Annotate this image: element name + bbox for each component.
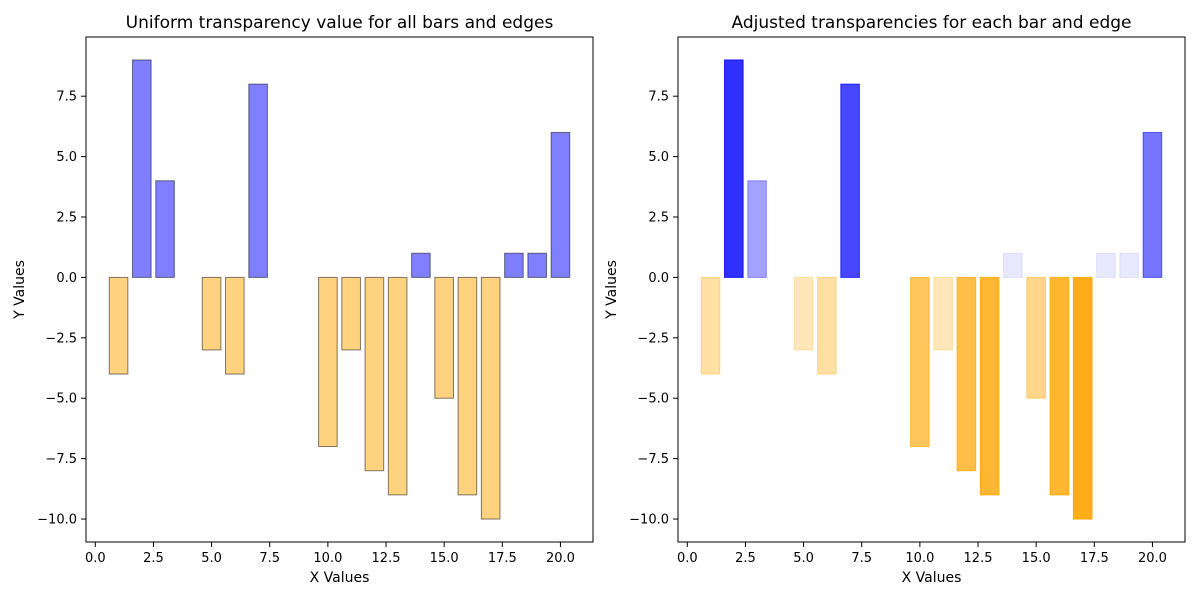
bar-10	[318, 276, 338, 448]
bar-1	[108, 276, 129, 375]
plot-frame	[85, 36, 594, 543]
y-tick-label: 2.5	[648, 211, 669, 226]
chart-title: Uniform transparency value for all bars …	[126, 13, 554, 33]
bar-1	[700, 276, 721, 375]
y-tick-label: −2.5	[637, 331, 669, 346]
bar-12	[956, 276, 977, 472]
y-tick-label: −10.0	[37, 513, 77, 528]
bar-20	[1142, 131, 1163, 278]
bar-13	[979, 276, 1000, 496]
y-tick-label: 7.5	[56, 90, 77, 105]
x-tick-label: 10.0	[313, 551, 342, 566]
y-tick-label: 5.0	[648, 150, 669, 165]
bar-14	[1003, 252, 1023, 278]
bar-7	[248, 83, 268, 278]
x-tick-label: 10.0	[905, 551, 934, 566]
y-tick-label: −5.0	[637, 392, 669, 407]
x-tick-label: 7.5	[851, 551, 872, 566]
bar-18	[1096, 252, 1116, 278]
y-tick-label: −7.5	[45, 452, 77, 467]
y-tick-label: 7.5	[648, 90, 669, 105]
x-axis-label: X Values	[310, 570, 370, 586]
x-tick-label: 2.5	[735, 551, 756, 566]
chart-panel-2: 0.0 2.5 5.0 7.5 10.0 12.5 15.0 17.5 20.0 −10.0 −7.…	[604, 13, 1186, 586]
chart-panel-1: 0.0 2.5 5.0 7.5 10.0 12.5 15.0 17.5 20.0 −10.0 −7.…	[12, 13, 594, 586]
x-tick-label: 0.0	[677, 551, 698, 566]
y-tick-label: 0.0	[648, 271, 669, 286]
y-tick-label: −2.5	[45, 331, 77, 346]
y-tick-label: −7.5	[637, 452, 669, 467]
bar-17	[1072, 276, 1093, 520]
bar-16	[1049, 276, 1070, 496]
bar-10	[910, 276, 930, 448]
y-tick-label: −5.0	[45, 392, 77, 407]
bar-19	[527, 252, 547, 278]
bar-12	[364, 276, 385, 472]
bar-13	[387, 276, 408, 496]
y-tick-label: 0.0	[56, 271, 77, 286]
bar-15	[434, 276, 454, 399]
y-tick-label: 2.5	[56, 211, 77, 226]
bar-17	[480, 276, 501, 520]
y-axis-label: Y Values	[604, 260, 620, 320]
bar-11	[341, 276, 361, 351]
x-tick-label: 15.0	[1022, 551, 1051, 566]
bar-3	[155, 180, 175, 278]
bar-5	[201, 276, 222, 351]
x-tick-label: 15.0	[430, 551, 459, 566]
bar-18	[504, 252, 524, 278]
bar-2	[132, 59, 152, 278]
bar-6	[817, 276, 837, 375]
x-tick-label: 7.5	[259, 551, 280, 566]
bar-7	[840, 83, 860, 278]
x-tick-label: 5.0	[201, 551, 222, 566]
bar-2	[724, 59, 744, 278]
x-tick-label: 2.5	[143, 551, 164, 566]
bar-16	[457, 276, 478, 496]
y-axis-label: Y Values	[12, 260, 28, 320]
y-tick-label: −10.0	[629, 513, 669, 528]
x-tick-label: 20.0	[1138, 551, 1167, 566]
x-tick-label: 5.0	[793, 551, 814, 566]
x-tick-label: 0.0	[85, 551, 106, 566]
x-tick-label: 12.5	[964, 551, 993, 566]
bar-20	[550, 131, 571, 278]
bar-11	[933, 276, 953, 351]
bar-14	[411, 252, 431, 278]
x-tick-label: 17.5	[1080, 551, 1109, 566]
bar-5	[793, 276, 814, 351]
bar-6	[225, 276, 245, 375]
bar-19	[1119, 252, 1139, 278]
plot-frame	[677, 36, 1186, 543]
bar-3	[747, 180, 767, 278]
x-tick-label: 17.5	[488, 551, 517, 566]
x-tick-label: 12.5	[372, 551, 401, 566]
chart-title: Adjusted transparencies for each bar and…	[731, 13, 1131, 33]
bar-15	[1026, 276, 1046, 399]
y-tick-label: 5.0	[56, 150, 77, 165]
x-axis-label: X Values	[902, 570, 962, 586]
x-tick-label: 20.0	[546, 551, 575, 566]
